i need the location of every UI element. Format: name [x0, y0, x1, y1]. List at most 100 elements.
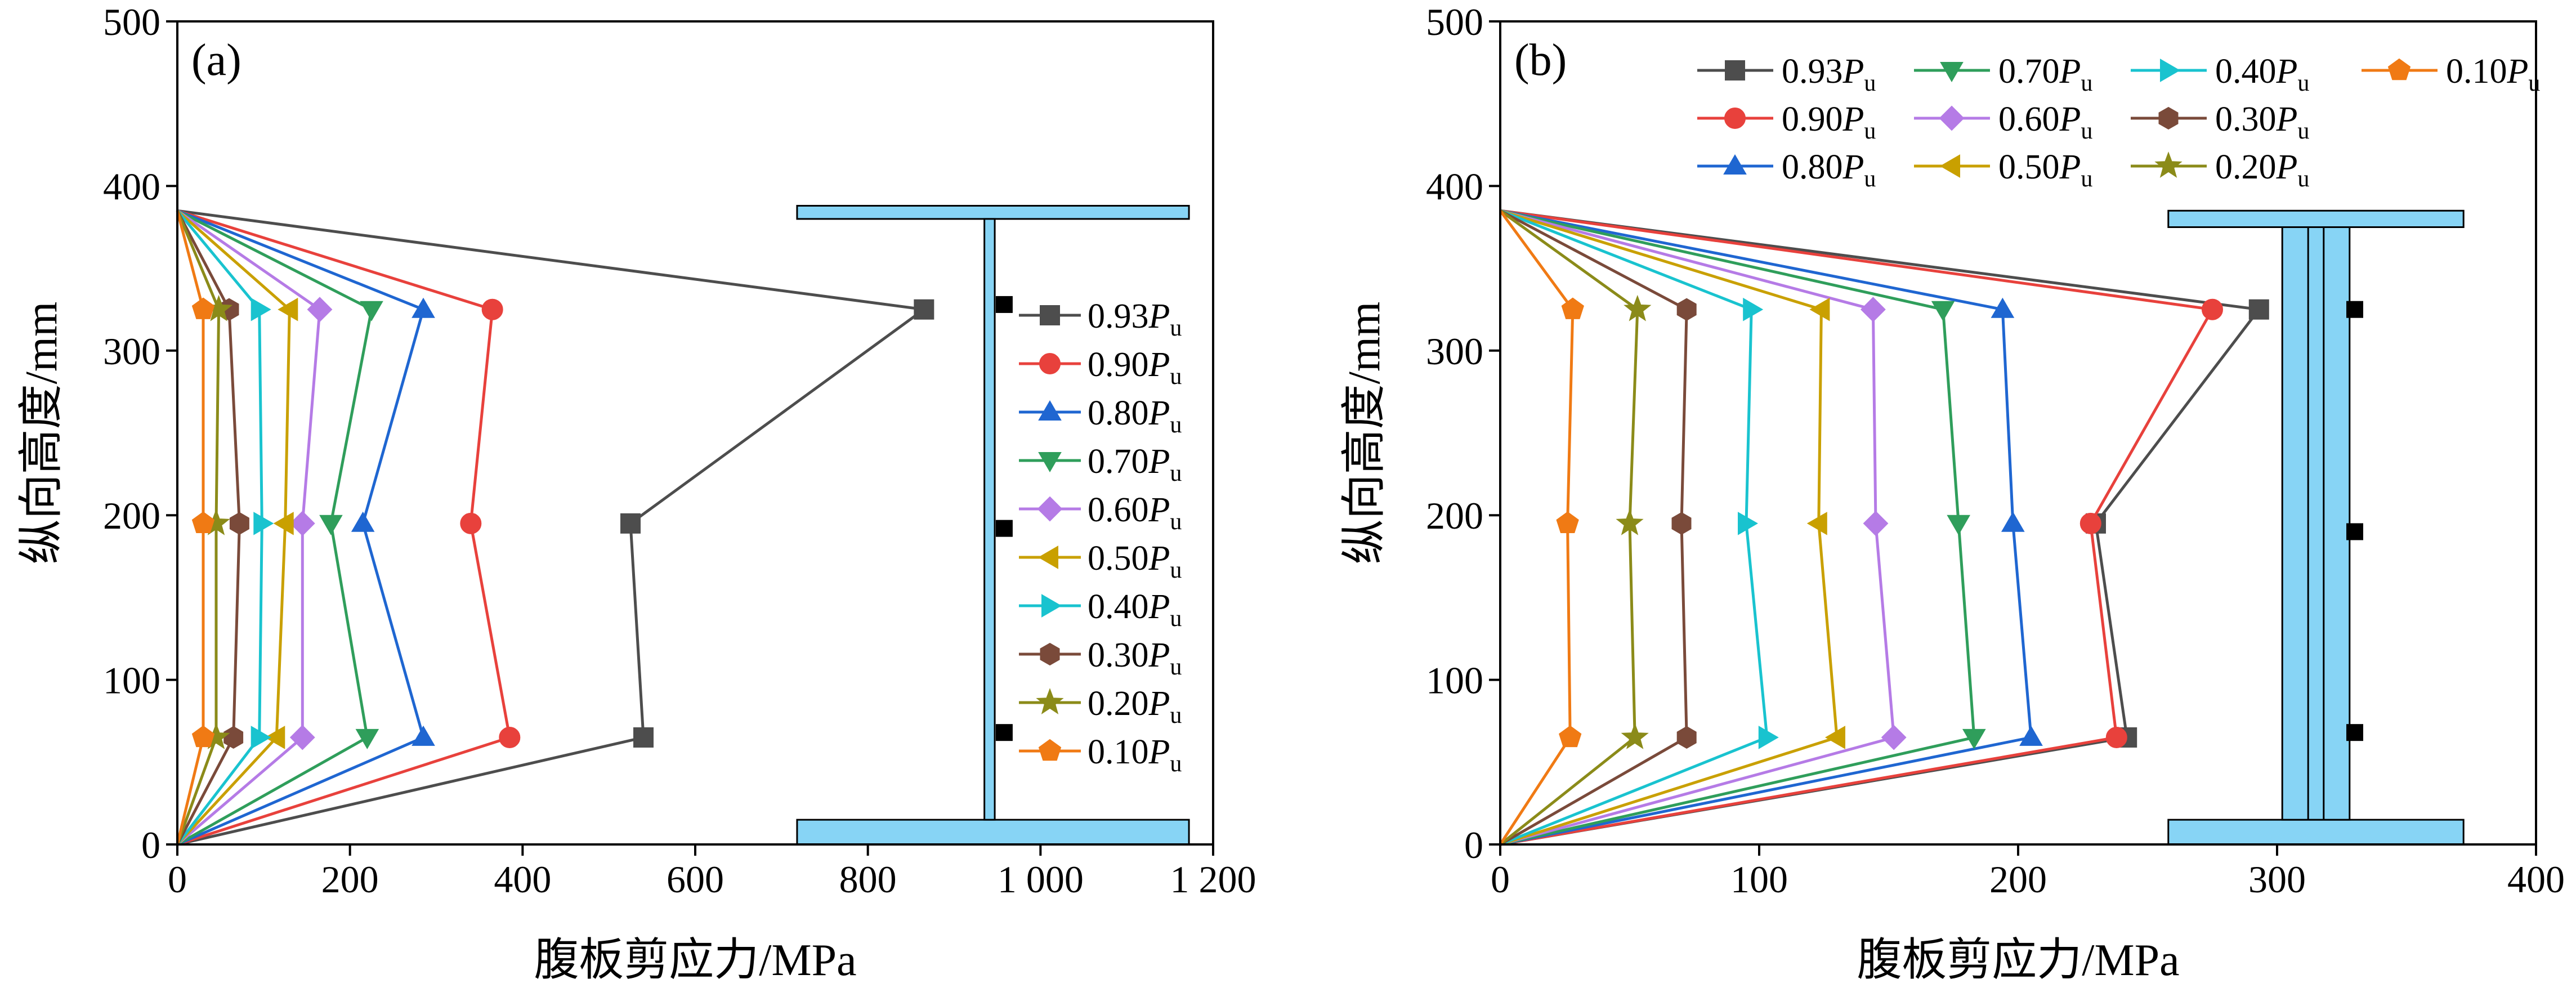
data-point-0.60-3 — [307, 297, 333, 323]
plot-frame — [176, 20, 1214, 846]
bottom-flange — [796, 819, 1190, 846]
strain-gauge-2 — [995, 724, 1013, 741]
x-tick-label: 1 200 — [1170, 858, 1256, 901]
x-tick-label: 200 — [1989, 858, 2047, 901]
legend-p-symbol: P — [1148, 685, 1170, 723]
data-point-0.10-3 — [1561, 297, 1584, 319]
legend-label-0.60: 0.60Pu — [1998, 100, 2092, 144]
series-0.93 — [177, 209, 934, 846]
web — [983, 218, 996, 821]
legend-item-0.20: 0.20Pu — [1019, 685, 1182, 728]
data-point-0.50-3 — [1809, 297, 1830, 321]
legend-subscript: u — [2297, 70, 2309, 96]
x-tick-label: 0 — [1491, 858, 1510, 901]
series-0.20 — [1499, 209, 1652, 846]
panel-label: (a) — [191, 35, 242, 85]
legend-item-0.10: 0.10Pu — [1019, 733, 1182, 777]
legend-item-0.93: 0.93Pu — [1019, 297, 1182, 341]
data-point-0.80-1 — [2019, 725, 2043, 746]
i-beam-section — [2167, 209, 2465, 846]
data-point-0.50-1 — [1824, 726, 1845, 749]
legend-label-0.20: 0.20Pu — [2215, 148, 2309, 192]
legend-label-0.40: 0.40Pu — [2215, 52, 2309, 96]
top-flange — [796, 204, 1190, 220]
x-tick-label: 200 — [321, 858, 379, 901]
legend-label-0.20: 0.20Pu — [1088, 685, 1182, 728]
legend-label-0.93: 0.93Pu — [1088, 297, 1182, 341]
strain-gauge-0 — [2346, 301, 2363, 318]
data-point-0.10-2 — [191, 511, 215, 533]
data-point-0.70-2 — [1947, 515, 1971, 535]
data-point-0.70-2 — [319, 515, 343, 535]
legend-label-0.90: 0.90Pu — [1088, 346, 1182, 390]
legend-value: 0.93 — [1782, 52, 1843, 91]
legend-subscript: u — [2297, 118, 2309, 144]
legend-value: 0.20 — [2215, 148, 2277, 186]
series-0.10 — [1499, 209, 1584, 846]
legend-item-0.93: 0.93Pu — [1697, 52, 1876, 96]
legend-subscript: u — [1170, 461, 1182, 486]
legend-p-symbol: P — [2059, 52, 2081, 91]
x-tick-label: 400 — [2507, 858, 2565, 901]
panel-a: 0 200 400 600 800 1 000 1 200 0 100 200 300 400 500 腹… — [17, 1, 1256, 985]
data-point-0.40-3 — [1743, 297, 1764, 321]
legend-marker-0.10 — [1038, 739, 1062, 761]
y-tick-label: 400 — [1426, 165, 1483, 208]
data-point-0.70-3 — [360, 301, 383, 321]
legend-p-symbol: P — [2507, 52, 2529, 91]
data-point-0.50-3 — [278, 297, 298, 321]
legend-subscript: u — [1170, 509, 1182, 535]
data-point-0.10-1 — [1559, 725, 1582, 748]
legend-item-0.30: 0.30Pu — [2131, 100, 2309, 144]
legend-label-0.80: 0.80Pu — [1088, 394, 1182, 438]
data-point-0.70-1 — [355, 728, 379, 749]
legend-p-symbol: P — [1148, 394, 1170, 432]
legend-subscript: u — [2297, 166, 2309, 192]
data-point-0.30-2 — [229, 512, 249, 535]
data-point-0.93-3 — [914, 299, 934, 320]
series-0.80 — [177, 209, 435, 846]
legend: 0.93Pu0.90Pu0.80Pu0.70Pu0.60Pu0.50Pu0.40… — [1019, 297, 1182, 777]
legend-label-0.60: 0.60Pu — [1088, 491, 1182, 535]
series-0.80 — [1500, 209, 2043, 846]
legend-p-symbol: P — [1148, 346, 1170, 384]
series-0.70 — [176, 209, 383, 846]
legend-subscript: u — [1170, 315, 1182, 341]
legend-value: 0.90 — [1088, 346, 1149, 384]
legend-marker-0.60 — [1939, 105, 1965, 131]
plot-frame — [1499, 20, 2537, 846]
data-point-0.80-1 — [412, 725, 435, 746]
x-axis-title: 腹板剪应力/MPa — [534, 936, 856, 985]
legend-marker-0.70 — [1940, 62, 1964, 82]
legend-p-symbol: P — [1148, 442, 1170, 481]
series-0.90 — [1500, 209, 2223, 846]
legend-item-0.70: 0.70Pu — [1914, 52, 2092, 96]
legend-item-0.60: 0.60Pu — [1019, 491, 1182, 535]
legend-subscript: u — [2528, 70, 2540, 96]
y-axis-title: 纵向高度/mm — [17, 302, 66, 565]
legend-item-0.50: 0.50Pu — [1914, 148, 2092, 192]
data-point-0.30-3 — [1676, 298, 1697, 321]
legend-subscript: u — [1864, 118, 1876, 144]
data-point-0.20-1 — [1621, 723, 1649, 749]
legend-marker-0.80 — [1723, 154, 1747, 175]
legend-p-symbol: P — [1148, 588, 1170, 626]
legend-value: 0.93 — [1088, 297, 1149, 336]
series-0.90 — [177, 209, 521, 846]
data-point-0.93-1 — [633, 727, 654, 748]
legend-p-symbol: P — [1842, 100, 1864, 138]
x-tick-label: 400 — [494, 858, 551, 901]
legend-value: 0.80 — [1088, 394, 1149, 432]
legend-value: 0.60 — [1088, 491, 1149, 529]
y-tick-label: 0 — [1464, 824, 1483, 866]
legend-subscript: u — [1170, 412, 1182, 438]
legend-subscript: u — [2081, 118, 2092, 144]
legend-p-symbol: P — [1148, 733, 1170, 771]
series-0.93 — [1500, 209, 2269, 846]
data-point-0.60-1 — [289, 725, 315, 750]
legend-label-0.50: 0.50Pu — [1088, 539, 1182, 583]
x-tick-label: 0 — [168, 858, 187, 901]
series-0.60 — [1500, 209, 1907, 846]
legend-marker-0.60 — [1037, 496, 1063, 522]
legend-label-0.30: 0.30Pu — [1088, 636, 1182, 680]
